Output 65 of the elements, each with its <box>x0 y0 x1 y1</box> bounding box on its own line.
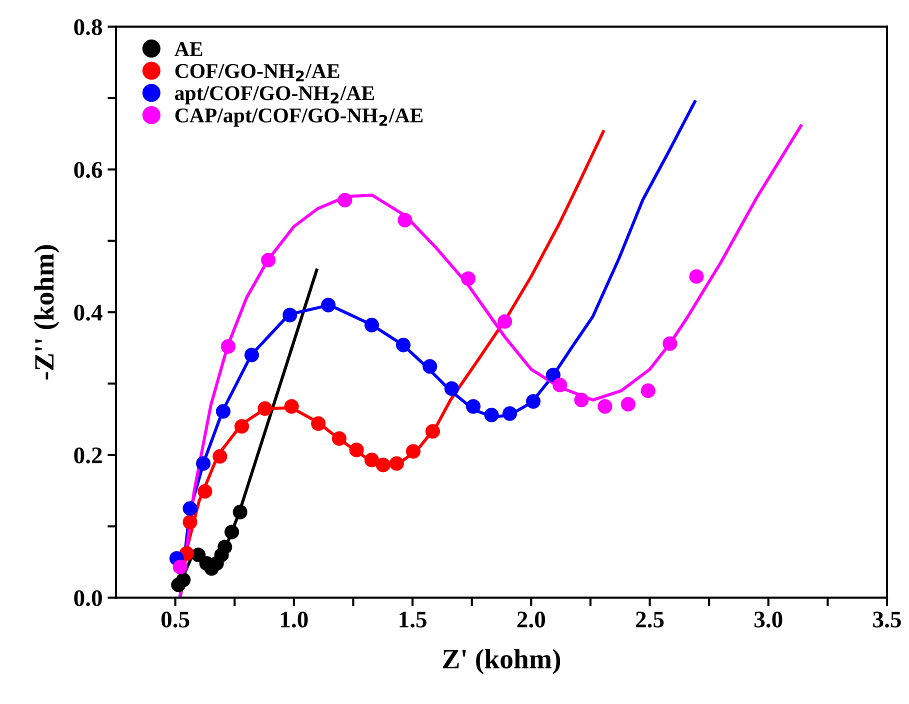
point <box>662 336 678 351</box>
y-tick-label: 0.6 <box>74 162 102 178</box>
point <box>232 504 248 520</box>
point <box>574 392 589 408</box>
point <box>406 444 421 459</box>
x-tick-label: 3.0 <box>754 612 782 628</box>
point <box>502 406 518 421</box>
point <box>689 269 704 284</box>
x-tick-label: 1.0 <box>281 612 308 628</box>
point <box>422 359 438 374</box>
point <box>321 298 336 312</box>
point <box>389 456 404 471</box>
point <box>364 318 380 332</box>
point <box>176 572 191 588</box>
point <box>224 524 240 540</box>
point <box>425 424 440 439</box>
point <box>376 458 390 472</box>
x-tick-label: 2.0 <box>517 612 546 628</box>
point <box>484 408 499 422</box>
point <box>332 431 347 446</box>
point <box>396 338 411 352</box>
point <box>284 399 299 414</box>
x-tick-label: 2.5 <box>636 612 664 628</box>
legend-label: CAP/apt/COF/GO-NH$_{2}$/AE <box>175 108 423 127</box>
point <box>640 383 656 398</box>
point <box>461 271 476 286</box>
point <box>498 314 512 329</box>
point <box>620 396 636 412</box>
point <box>466 399 481 414</box>
point <box>444 381 459 396</box>
point <box>349 442 364 458</box>
legend-label: apt/COF/GO-NH$_{2}$/AE <box>175 86 374 104</box>
point <box>182 514 198 530</box>
point <box>182 501 198 516</box>
point <box>526 394 541 409</box>
y-tick-label: 0.2 <box>74 447 102 464</box>
point <box>244 348 259 362</box>
point <box>398 212 412 228</box>
point <box>311 416 326 431</box>
y-tick-label: 0.8 <box>74 19 102 36</box>
y-tick-label: 0.0 <box>74 590 102 606</box>
x-tick-label: 0.5 <box>161 612 190 628</box>
point <box>218 540 232 554</box>
x-axis-title: Z' (kohm) <box>443 648 560 674</box>
point <box>198 484 212 499</box>
point <box>338 192 352 208</box>
y-axis-title: -Z'' (kohm) <box>34 245 60 380</box>
point <box>261 252 276 268</box>
point <box>196 456 211 471</box>
point <box>546 368 560 382</box>
point <box>282 308 298 322</box>
y-tick-label: 0.4 <box>74 304 102 321</box>
point <box>364 452 380 468</box>
point <box>598 399 612 414</box>
point <box>258 401 272 416</box>
point <box>212 449 228 464</box>
x-tick-label: 3.5 <box>873 612 901 628</box>
point <box>220 339 236 354</box>
x-tick-label: 1.5 <box>400 612 426 628</box>
legend-label: AE <box>174 42 202 56</box>
point <box>216 404 231 419</box>
point <box>234 419 250 434</box>
point <box>172 560 188 574</box>
legend-label: COF/GO-NH$_{2}$/AE <box>175 64 340 82</box>
point <box>552 378 568 392</box>
